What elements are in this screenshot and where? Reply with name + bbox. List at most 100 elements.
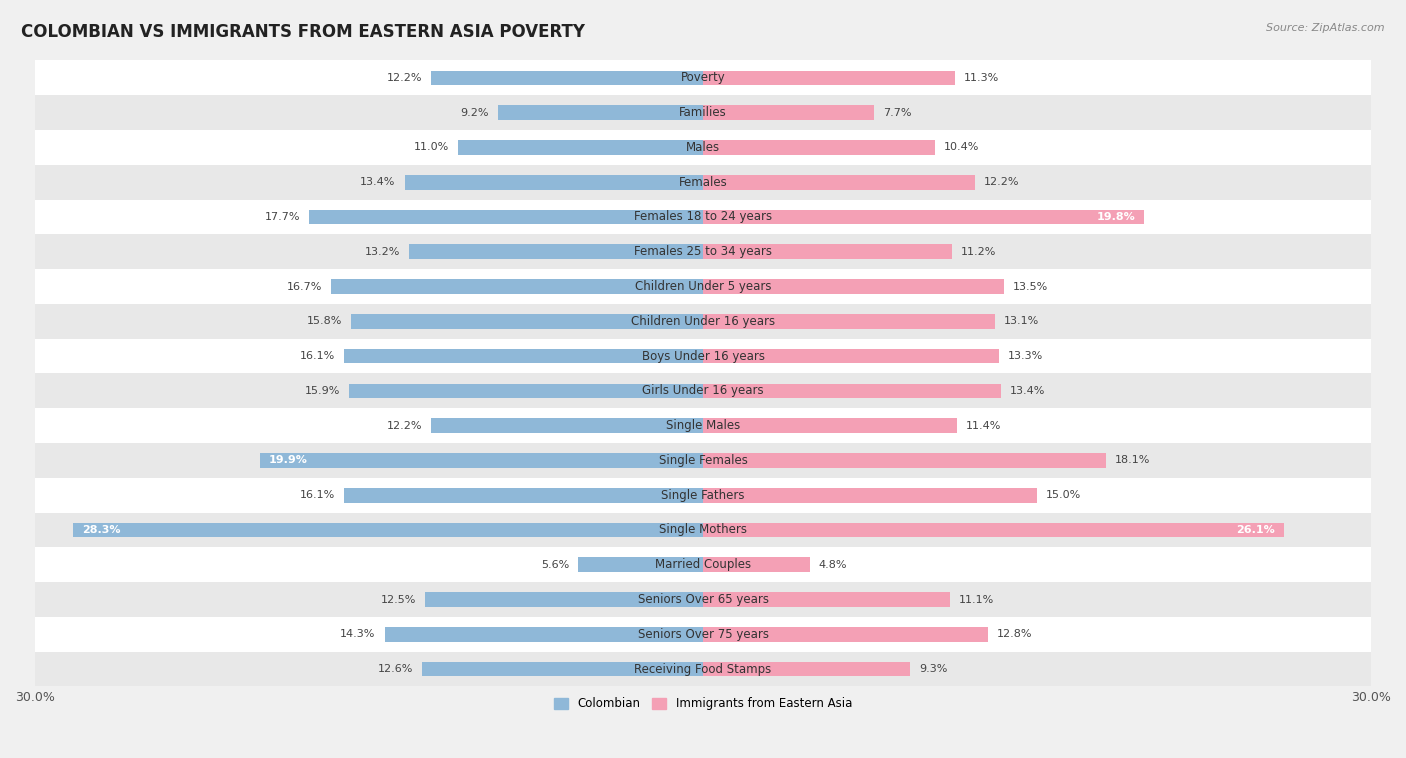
Bar [349, 384, 703, 398]
Text: 10.4%: 10.4% [943, 143, 979, 152]
Bar [703, 175, 974, 190]
Text: Males: Males [686, 141, 720, 154]
Text: 19.9%: 19.9% [269, 456, 308, 465]
Bar [35, 164, 1371, 199]
Bar [35, 443, 1371, 478]
Bar [35, 339, 1371, 374]
Text: Boys Under 16 years: Boys Under 16 years [641, 349, 765, 362]
Bar [35, 96, 1371, 130]
Text: 14.3%: 14.3% [340, 629, 375, 639]
Bar [35, 374, 1371, 409]
Bar [703, 488, 1038, 503]
Text: 11.1%: 11.1% [959, 594, 994, 605]
Text: 12.2%: 12.2% [984, 177, 1019, 187]
Bar [703, 105, 875, 120]
Text: 7.7%: 7.7% [883, 108, 912, 117]
Text: 11.0%: 11.0% [413, 143, 449, 152]
Text: Single Males: Single Males [666, 419, 740, 432]
Bar [405, 175, 703, 190]
Bar [703, 140, 935, 155]
Bar [703, 244, 952, 259]
Bar [35, 199, 1371, 234]
Text: Children Under 5 years: Children Under 5 years [634, 280, 772, 293]
Bar [35, 61, 1371, 96]
Bar [35, 304, 1371, 339]
Text: 12.2%: 12.2% [387, 421, 422, 431]
Bar [35, 478, 1371, 512]
Text: Single Females: Single Females [658, 454, 748, 467]
Bar [703, 384, 1001, 398]
Text: 28.3%: 28.3% [82, 525, 120, 535]
Text: Single Fathers: Single Fathers [661, 489, 745, 502]
Bar [344, 349, 703, 363]
Text: 9.3%: 9.3% [920, 664, 948, 674]
Bar [703, 523, 1284, 537]
Text: 19.8%: 19.8% [1097, 212, 1135, 222]
Text: 15.9%: 15.9% [305, 386, 340, 396]
Bar [703, 418, 957, 433]
Text: 13.5%: 13.5% [1012, 281, 1047, 292]
Bar [703, 557, 810, 572]
Text: 16.1%: 16.1% [301, 351, 336, 361]
Text: Girls Under 16 years: Girls Under 16 years [643, 384, 763, 397]
Text: 13.2%: 13.2% [364, 247, 401, 257]
Text: 12.2%: 12.2% [387, 73, 422, 83]
Text: 18.1%: 18.1% [1115, 456, 1150, 465]
Bar [35, 582, 1371, 617]
Text: 4.8%: 4.8% [818, 559, 848, 570]
Bar [425, 592, 703, 607]
Text: Females 25 to 34 years: Females 25 to 34 years [634, 246, 772, 258]
Bar [35, 409, 1371, 443]
Text: 12.8%: 12.8% [997, 629, 1032, 639]
Text: Females 18 to 24 years: Females 18 to 24 years [634, 211, 772, 224]
Text: 26.1%: 26.1% [1236, 525, 1275, 535]
Bar [73, 523, 703, 537]
Bar [703, 453, 1107, 468]
Text: 16.7%: 16.7% [287, 281, 322, 292]
Text: 16.1%: 16.1% [301, 490, 336, 500]
Bar [703, 592, 950, 607]
Bar [703, 279, 1004, 294]
Text: Families: Families [679, 106, 727, 119]
Bar [498, 105, 703, 120]
Bar [703, 662, 910, 676]
Bar [578, 557, 703, 572]
Bar [35, 269, 1371, 304]
Text: 5.6%: 5.6% [541, 559, 569, 570]
Text: Children Under 16 years: Children Under 16 years [631, 315, 775, 327]
Text: COLOMBIAN VS IMMIGRANTS FROM EASTERN ASIA POVERTY: COLOMBIAN VS IMMIGRANTS FROM EASTERN ASI… [21, 23, 585, 41]
Bar [35, 234, 1371, 269]
Bar [352, 314, 703, 329]
Bar [458, 140, 703, 155]
Bar [309, 210, 703, 224]
Text: 11.2%: 11.2% [962, 247, 997, 257]
Text: Poverty: Poverty [681, 71, 725, 84]
Bar [703, 210, 1144, 224]
Text: 13.3%: 13.3% [1008, 351, 1043, 361]
Text: 13.1%: 13.1% [1004, 316, 1039, 326]
Text: 11.4%: 11.4% [966, 421, 1001, 431]
Bar [385, 627, 703, 641]
Text: 17.7%: 17.7% [264, 212, 299, 222]
Bar [344, 488, 703, 503]
Text: 15.0%: 15.0% [1046, 490, 1081, 500]
Legend: Colombian, Immigrants from Eastern Asia: Colombian, Immigrants from Eastern Asia [550, 693, 856, 715]
Text: 13.4%: 13.4% [360, 177, 395, 187]
Text: 9.2%: 9.2% [461, 108, 489, 117]
Text: Seniors Over 65 years: Seniors Over 65 years [637, 593, 769, 606]
Bar [35, 512, 1371, 547]
Bar [409, 244, 703, 259]
Text: 15.8%: 15.8% [307, 316, 342, 326]
Bar [432, 418, 703, 433]
Bar [703, 349, 1000, 363]
Bar [260, 453, 703, 468]
Text: Single Mothers: Single Mothers [659, 524, 747, 537]
Bar [432, 70, 703, 85]
Bar [35, 652, 1371, 687]
Bar [703, 70, 955, 85]
Bar [330, 279, 703, 294]
Bar [703, 314, 994, 329]
Bar [35, 547, 1371, 582]
Text: 11.3%: 11.3% [963, 73, 998, 83]
Text: Seniors Over 75 years: Seniors Over 75 years [637, 628, 769, 641]
